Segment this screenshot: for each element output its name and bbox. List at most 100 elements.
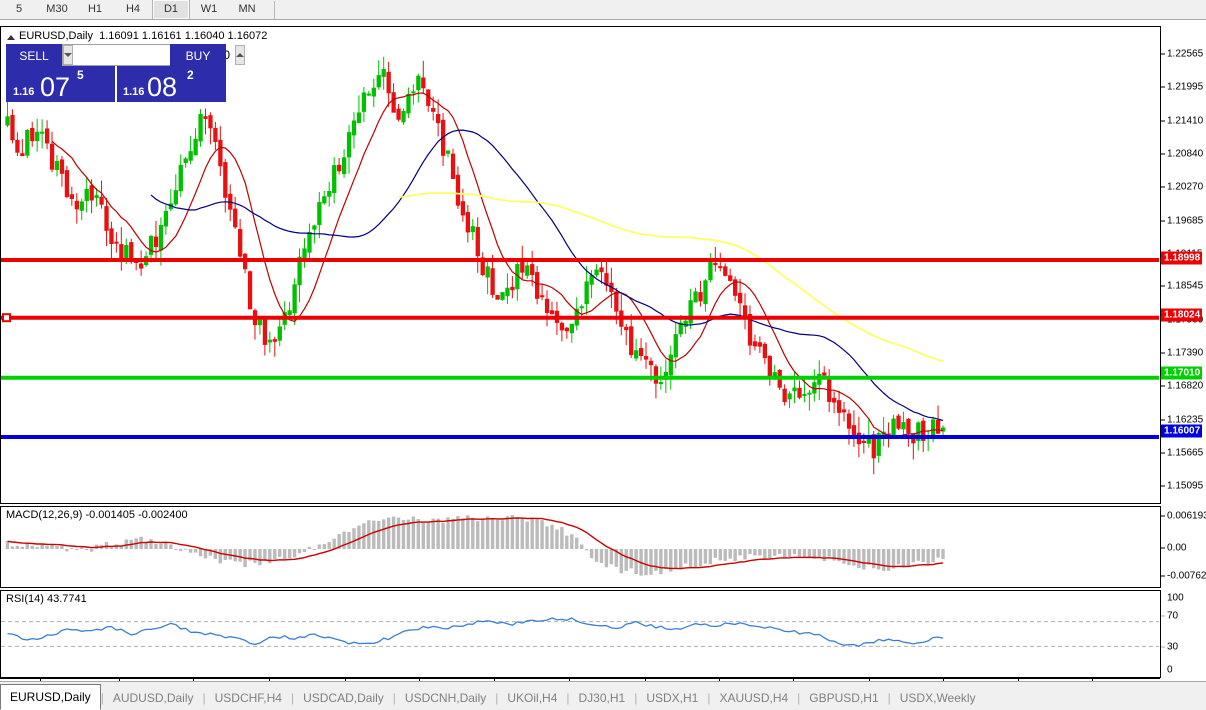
chart-tab-eurusd-daily[interactable]: EURUSD,Daily — [0, 684, 101, 710]
macd-tick-label: -0.00762 — [1167, 570, 1206, 582]
price-tick-label: 1.15095 — [1167, 480, 1204, 492]
rsi-tick-label: 70 — [1167, 610, 1179, 622]
timeframe-button-h1[interactable]: H1 — [87, 3, 103, 15]
price-tick-label: 1.15665 — [1167, 447, 1204, 459]
timeframe-button-m30[interactable]: M30 — [46, 3, 68, 15]
macd-axis-line — [1160, 506, 1161, 588]
volume-increase-button[interactable] — [235, 45, 245, 65]
sell-price-prefix: 1.16 — [13, 86, 35, 98]
sell-price-fraction: 5 — [77, 68, 84, 82]
price-axis-scale[interactable]: 1.22565 1.21995 1.21410 1.20840 1.20270 1.196… — [1160, 26, 1206, 504]
sell-price-display[interactable]: 1.16 07 5 — [6, 66, 115, 102]
rsi-axis-line — [1160, 590, 1161, 678]
tab-separator: | — [290, 691, 295, 705]
toolbar-separator — [274, 0, 275, 19]
rsi-line — [7, 617, 944, 648]
level-anchor-handle — [2, 313, 11, 323]
tab-separator: | — [100, 691, 104, 705]
price-tick-label: 1.20840 — [1167, 148, 1204, 160]
buy-price-display[interactable]: 1.16 08 2 — [117, 66, 226, 102]
rsi-axis-scale: 100 70 30 0 — [1160, 590, 1206, 678]
macd-indicator-pane[interactable]: MACD(12,26,9) -0.001405 -0.002400 — [0, 506, 1160, 588]
chart-tab-usdx-h1[interactable]: USDX,H1 — [646, 691, 699, 705]
price-tick-mark — [1161, 452, 1165, 454]
chart-tab-usdcnh-daily[interactable]: USDCNH,Daily — [404, 691, 487, 705]
chart-tab-usdchf-h4[interactable]: USDCHF,H4 — [214, 691, 282, 705]
buy-price-prefix: 1.16 — [123, 86, 145, 98]
volume-input-group[interactable] — [62, 44, 245, 66]
symbol-period-text: EURUSD,Daily — [19, 30, 93, 42]
chevron-down-icon — [64, 53, 72, 57]
sell-button[interactable]: SELL — [6, 44, 62, 66]
macd-histogram — [5, 515, 945, 576]
buy-button[interactable]: BUY — [170, 44, 226, 66]
price-level-badge-red[interactable]: 1.18998 — [1161, 251, 1203, 265]
rsi-indicator-pane[interactable]: RSI(14) 43.7741 — [0, 590, 1160, 678]
tab-separator: | — [202, 691, 206, 705]
trade-panel-prices-row: 1.16 07 5 1.16 08 2 — [6, 66, 226, 102]
macd-signal-line — [7, 517, 944, 570]
volume-decrease-button[interactable] — [63, 45, 73, 65]
tab-separator: | — [707, 691, 711, 705]
ohlc-values-text: 1.16091 1.16161 1.16040 1.16072 — [99, 30, 268, 42]
timeframe-button-5[interactable]: 5 — [15, 3, 23, 15]
price-tick-label: 1.20270 — [1167, 181, 1204, 193]
rsi-canvas — [1, 617, 1159, 648]
chart-tab-dj30-h1[interactable]: DJ30,H1 — [578, 691, 626, 705]
tab-separator: | — [887, 691, 891, 705]
timeframe-button-mn[interactable]: MN — [238, 3, 256, 15]
macd-canvas — [5, 515, 945, 576]
price-tick-mark — [1161, 485, 1165, 487]
macd-tick-mark — [1161, 547, 1165, 549]
price-tick-label: 1.21410 — [1167, 115, 1204, 127]
price-tick-label: 1.18545 — [1167, 280, 1204, 292]
rsi-tick-label: 100 — [1167, 592, 1184, 604]
macd-axis-scale: 0.006193 0.00 -0.00762 — [1160, 506, 1206, 588]
chart-tab-bar: EURUSD,Daily | AUDUSD,Daily | USDCHF,H4 | USDC… — [0, 681, 1206, 710]
timeframe-toolbar: 5 M30 H1 H4 D1 W1 MN — [0, 0, 1206, 20]
moving-average-line — [150, 129, 944, 422]
price-tick-mark — [1161, 53, 1165, 55]
chart-symbol-ohlc-label: EURUSD,Daily 1.16091 1.16161 1.16040 1.1… — [19, 30, 267, 42]
tab-separator: | — [566, 691, 570, 705]
price-level-badge-green[interactable]: 1.17010 — [1161, 366, 1203, 380]
price-tick-mark — [1161, 385, 1165, 387]
price-tick-mark — [1161, 153, 1165, 155]
trade-panel-controls-row: SELL BUY — [6, 44, 245, 66]
chart-tab-usdcad-daily[interactable]: USDCAD,Daily — [303, 691, 384, 705]
sell-price-main: 07 — [40, 72, 71, 102]
chart-tab-ukoil-h4[interactable]: UKOil,H4 — [507, 691, 558, 705]
price-level-badge-red[interactable]: 1.18024 — [1161, 308, 1203, 322]
candlestick-series — [5, 56, 946, 475]
macd-tick-label: 0.006193 — [1167, 510, 1206, 522]
macd-tick-mark — [1161, 575, 1165, 577]
chart-tab-gbpusd-h1[interactable]: GBPUSD,H1 — [809, 691, 879, 705]
buy-price-fraction: 2 — [187, 68, 194, 82]
rsi-tick-mark — [1161, 646, 1165, 648]
chart-tab-audusd-daily[interactable]: AUDUSD,Daily — [112, 691, 194, 705]
price-tick-label: 1.16235 — [1167, 414, 1204, 426]
timeframe-button-h4[interactable]: H4 — [125, 3, 141, 15]
rsi-tick-mark — [1161, 615, 1165, 617]
tab-separator: | — [392, 691, 396, 705]
price-candlestick-canvas — [1, 56, 1159, 475]
price-tick-label: 1.21995 — [1167, 81, 1204, 93]
moving-average-line — [51, 92, 944, 437]
price-chart-pane[interactable]: EURUSD,Daily 1.16091 1.16161 1.16040 1.1… — [0, 26, 1160, 504]
tab-separator: | — [634, 691, 638, 705]
price-tick-mark — [1161, 352, 1165, 354]
collapse-triangle-icon[interactable] — [7, 35, 15, 40]
timeframe-button-d1[interactable]: D1 — [152, 0, 190, 19]
price-tick-mark — [1161, 220, 1165, 222]
price-tick-mark — [1161, 86, 1165, 88]
tab-separator: | — [797, 691, 801, 705]
moving-average-line — [398, 192, 944, 363]
price-level-badge-blue[interactable]: 1.16007 — [1161, 424, 1203, 438]
rsi-label: RSI(14) 43.7741 — [6, 593, 87, 605]
one-click-trading-panel[interactable]: SELL BUY 1.16 07 5 1.16 08 2 — [6, 44, 245, 102]
chart-tab-xauusd-h4[interactable]: XAUUSD,H4 — [719, 691, 789, 705]
timeframe-button-w1[interactable]: W1 — [200, 3, 218, 15]
rsi-tick-label: 0 — [1167, 664, 1173, 676]
price-tick-label: 1.22565 — [1167, 48, 1204, 60]
chart-tab-usdx-weekly[interactable]: USDX,Weekly — [899, 691, 976, 705]
